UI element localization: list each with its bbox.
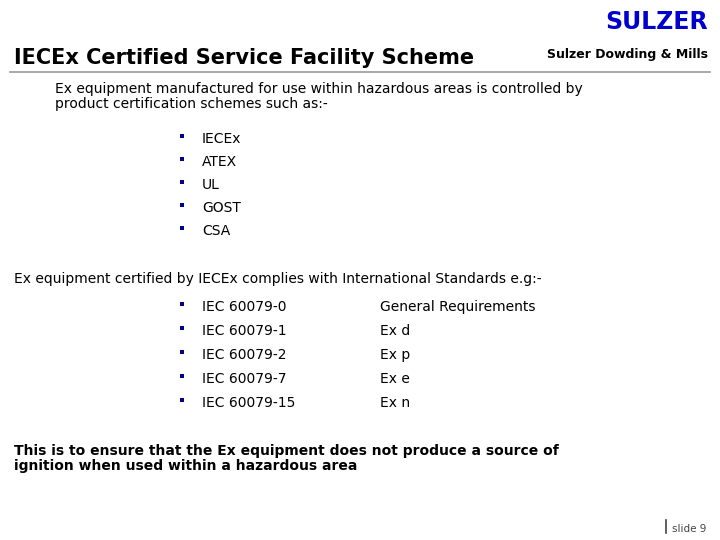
Text: slide 9: slide 9: [672, 524, 706, 534]
Text: product certification schemes such as:-: product certification schemes such as:-: [55, 97, 328, 111]
Text: Ex equipment manufactured for use within hazardous areas is controlled by: Ex equipment manufactured for use within…: [55, 82, 582, 96]
Text: IEC 60079-2: IEC 60079-2: [202, 348, 287, 362]
Text: General Requirements: General Requirements: [380, 300, 536, 314]
Text: Sulzer Dowding & Mills: Sulzer Dowding & Mills: [547, 48, 708, 61]
Text: Ex p: Ex p: [380, 348, 410, 362]
Text: This is to ensure that the Ex equipment does not produce a source of: This is to ensure that the Ex equipment …: [14, 444, 559, 458]
Text: CSA: CSA: [202, 224, 230, 238]
Text: GOST: GOST: [202, 201, 241, 215]
Text: ignition when used within a hazardous area: ignition when used within a hazardous ar…: [14, 459, 357, 473]
Text: Ex d: Ex d: [380, 324, 410, 338]
Text: IEC 60079-0: IEC 60079-0: [202, 300, 287, 314]
Text: IEC 60079-15: IEC 60079-15: [202, 396, 295, 410]
Text: Ex equipment certified by IECEx complies with International Standards e.g:-: Ex equipment certified by IECEx complies…: [14, 272, 541, 286]
Text: IEC 60079-1: IEC 60079-1: [202, 324, 287, 338]
Text: IECEx Certified Service Facility Scheme: IECEx Certified Service Facility Scheme: [14, 48, 474, 68]
Text: Ex n: Ex n: [380, 396, 410, 410]
Text: IEC 60079-7: IEC 60079-7: [202, 372, 287, 386]
Text: IECEx: IECEx: [202, 132, 241, 146]
Text: Ex e: Ex e: [380, 372, 410, 386]
Text: ATEX: ATEX: [202, 155, 237, 169]
Text: SULZER: SULZER: [606, 10, 708, 34]
Text: UL: UL: [202, 178, 220, 192]
